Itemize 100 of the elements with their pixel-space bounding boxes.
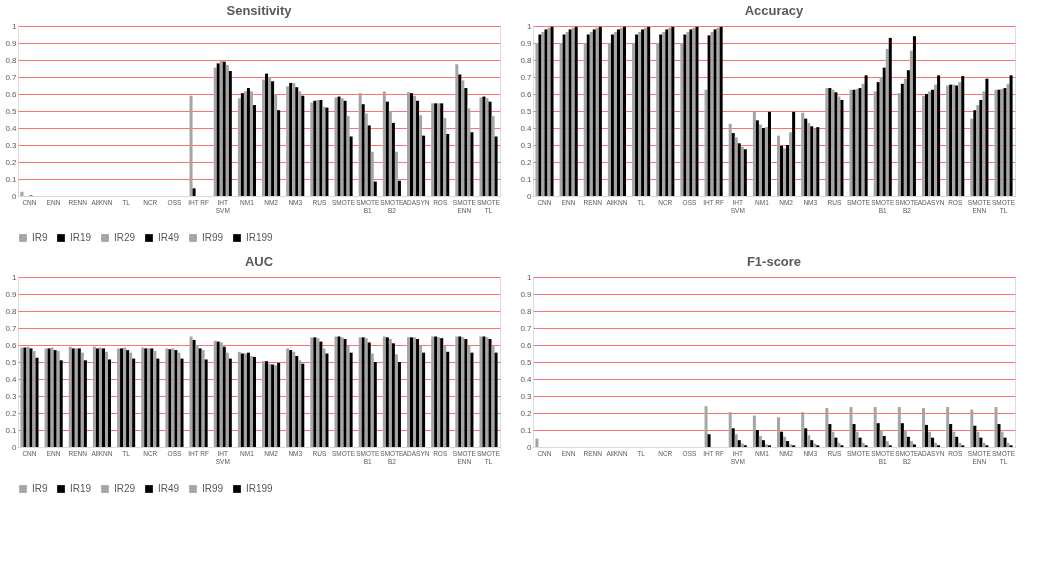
bar xyxy=(755,120,759,196)
bar xyxy=(804,118,808,196)
bar xyxy=(906,436,910,447)
bar xyxy=(921,95,925,196)
bar xyxy=(804,428,808,447)
bar xyxy=(976,431,980,447)
bar xyxy=(955,436,959,447)
bar xyxy=(897,407,901,447)
bar xyxy=(262,79,266,196)
bar xyxy=(758,435,762,447)
y-tick-label: 1 xyxy=(12,272,18,282)
bar xyxy=(228,358,232,447)
y-tick-label: 0.9 xyxy=(5,38,18,48)
bar xyxy=(828,424,832,447)
y-tick-label: 0.5 xyxy=(5,106,18,116)
bar xyxy=(394,151,398,196)
bar xyxy=(758,124,762,196)
bar xyxy=(752,415,756,447)
bar xyxy=(349,352,353,447)
legend-label: IR29 xyxy=(114,483,136,494)
bar xyxy=(364,113,368,196)
bar xyxy=(731,428,735,447)
bar xyxy=(807,435,811,447)
bar xyxy=(446,351,450,447)
bar xyxy=(83,360,87,447)
y-tick-label: 0.9 xyxy=(5,289,18,299)
bar xyxy=(373,181,377,196)
bar xyxy=(734,434,738,447)
bar xyxy=(731,133,735,196)
bar xyxy=(1009,75,1013,196)
y-tick-label: 0.3 xyxy=(5,391,18,401)
bar xyxy=(286,86,290,196)
bar xyxy=(156,358,160,447)
bar xyxy=(882,67,886,196)
y-tick-label: 0.5 xyxy=(5,357,18,367)
bar xyxy=(180,358,184,447)
bar xyxy=(277,110,281,196)
bar xyxy=(192,188,196,196)
bar xyxy=(704,406,708,447)
bar xyxy=(882,435,886,447)
bar xyxy=(461,80,465,196)
chart-title: AUC xyxy=(244,254,274,269)
bar xyxy=(295,87,299,196)
bar xyxy=(467,108,471,196)
bar xyxy=(295,356,299,447)
y-tick-label: 0.7 xyxy=(520,323,533,333)
bar xyxy=(298,91,302,196)
bar xyxy=(464,88,468,196)
bar xyxy=(777,417,781,447)
bar xyxy=(728,412,732,447)
bar xyxy=(934,84,938,196)
bar xyxy=(734,137,738,196)
bar xyxy=(228,71,232,196)
bar xyxy=(491,345,495,447)
y-tick-label: 0.9 xyxy=(520,289,533,299)
bar xyxy=(397,362,401,447)
bar xyxy=(831,431,835,447)
y-tick-label: 0 xyxy=(527,442,533,452)
y-tick-label: 0.4 xyxy=(5,374,18,384)
bar xyxy=(928,431,932,447)
bar xyxy=(997,424,1001,447)
y-tick-label: 0.8 xyxy=(5,55,18,65)
bar xyxy=(108,359,112,447)
y-tick-label: 0 xyxy=(527,191,533,201)
y-tick-label: 0.7 xyxy=(520,72,533,82)
legend-label: IR99 xyxy=(202,232,224,243)
bar xyxy=(873,91,877,196)
y-tick-label: 0.1 xyxy=(520,174,533,184)
legend-label: IR49 xyxy=(158,483,180,494)
bar xyxy=(876,423,880,447)
bar xyxy=(419,345,423,447)
y-tick-label: 0.4 xyxy=(520,374,533,384)
bar xyxy=(801,112,805,196)
bar xyxy=(864,75,868,196)
bar xyxy=(1006,83,1010,196)
y-tick-label: 0.7 xyxy=(5,323,18,333)
bar xyxy=(855,431,859,447)
bar xyxy=(237,98,241,196)
bar xyxy=(900,83,904,196)
bar xyxy=(680,43,684,196)
bar xyxy=(265,73,269,196)
bar xyxy=(777,135,781,196)
bar xyxy=(780,431,784,447)
bar xyxy=(59,360,63,447)
bar xyxy=(879,430,883,447)
bar xyxy=(707,434,711,447)
bar xyxy=(132,358,136,447)
y-tick-label: 0.6 xyxy=(520,89,533,99)
bar xyxy=(213,67,217,196)
bar xyxy=(443,345,447,447)
y-tick-label: 0.2 xyxy=(520,157,533,167)
y-tick-label: 0.2 xyxy=(5,408,18,418)
y-tick-label: 0.2 xyxy=(520,408,533,418)
bar xyxy=(985,78,989,196)
bar xyxy=(976,105,980,196)
bar xyxy=(346,116,350,196)
bar xyxy=(271,81,275,196)
bar xyxy=(888,37,892,196)
bar xyxy=(873,407,877,447)
legend-label: IR49 xyxy=(158,232,180,243)
